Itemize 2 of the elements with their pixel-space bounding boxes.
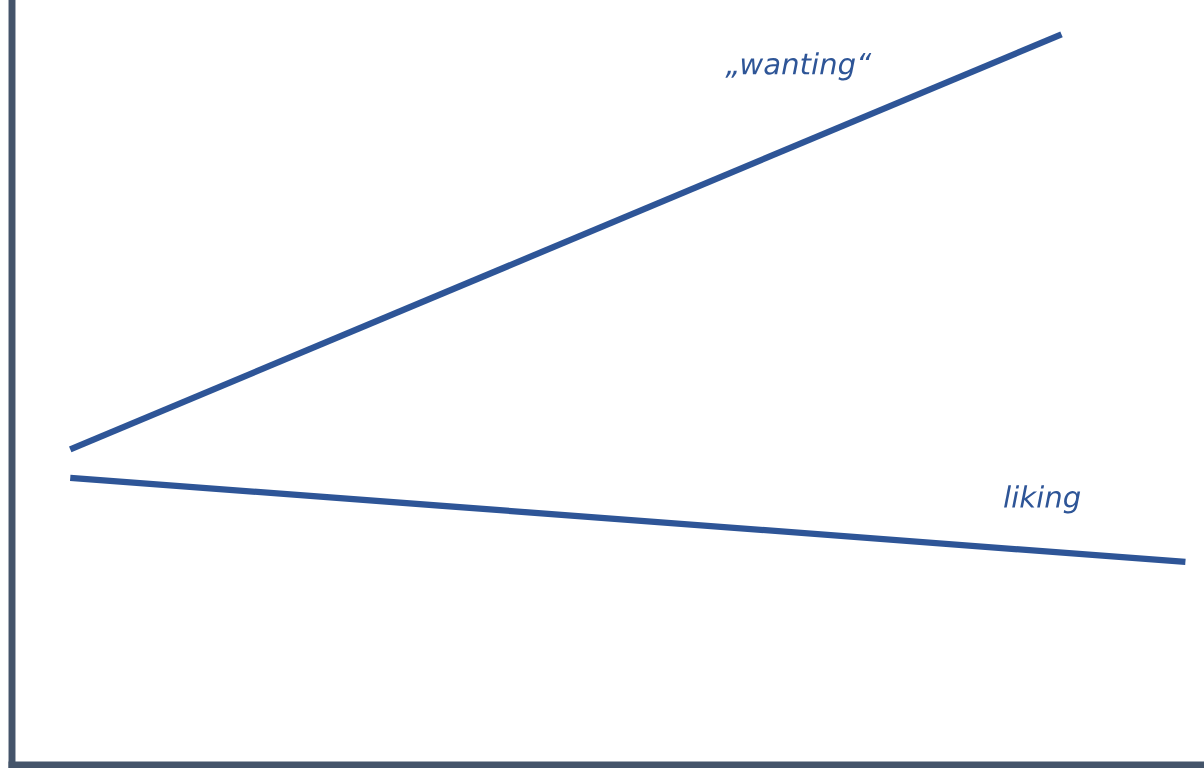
series-label: „wanting“ [725, 52, 872, 81]
series-label: liking [1004, 485, 1081, 514]
